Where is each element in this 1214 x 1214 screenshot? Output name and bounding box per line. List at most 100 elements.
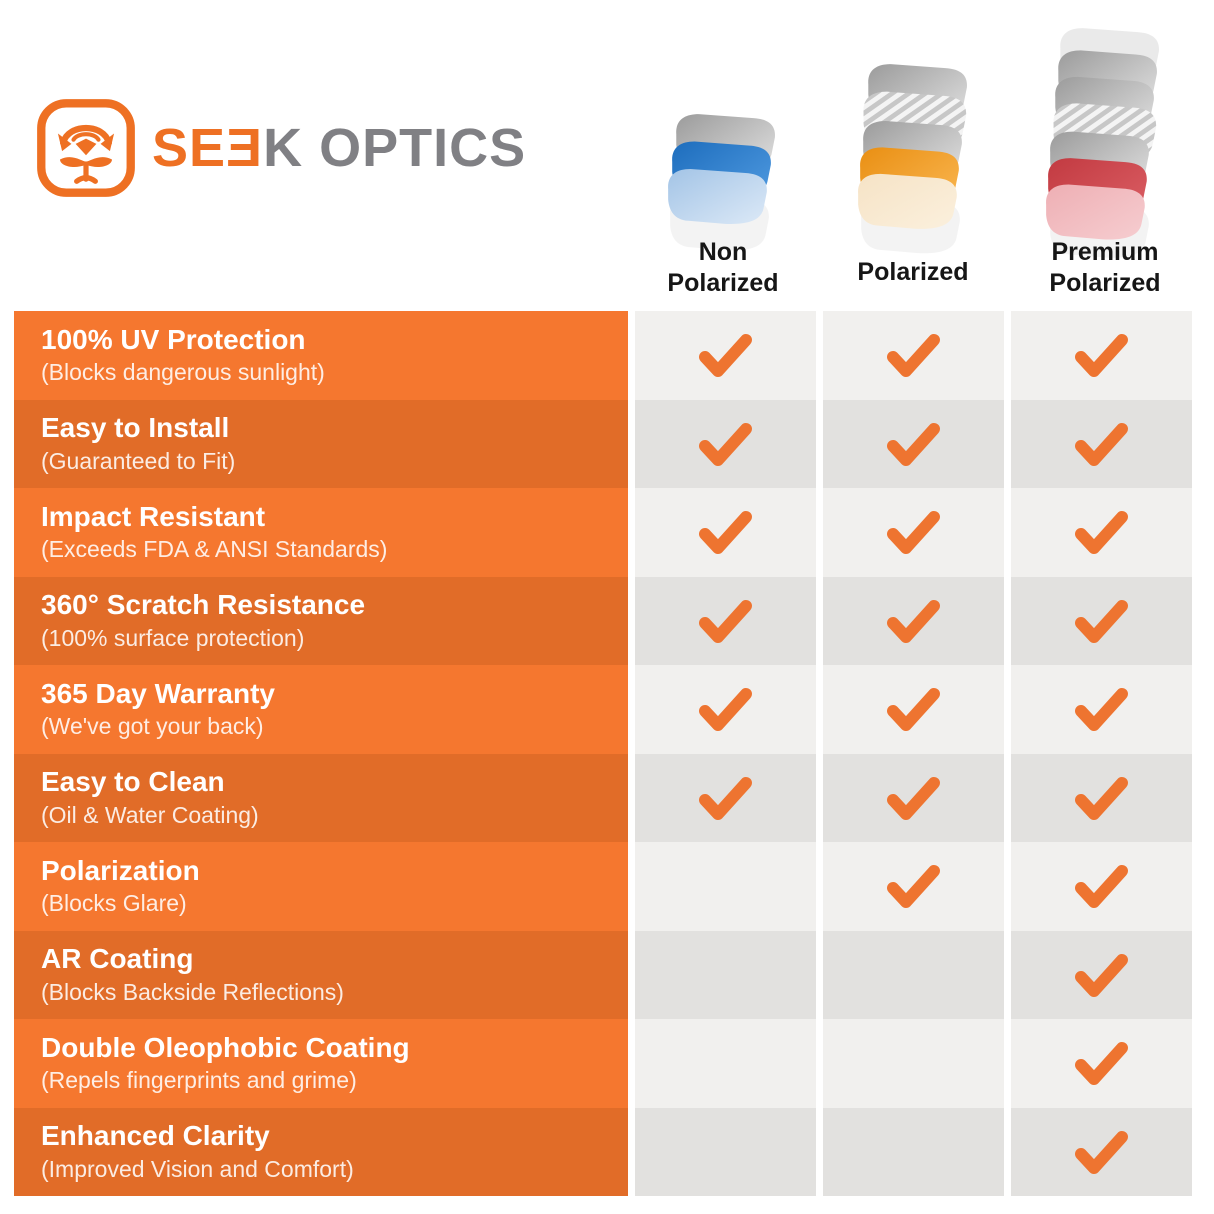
feature-title: 365 Day Warranty (41, 677, 275, 709)
check-cell-premium-polarized (1011, 1019, 1192, 1108)
check-cell-polarized (823, 753, 1004, 842)
feature-title: Easy to Clean (41, 766, 225, 798)
feature-cell: Easy to Clean (Oil & Water Coating) (14, 753, 628, 842)
check-cell-polarized (823, 842, 1004, 931)
check-icon (886, 688, 940, 732)
column-header-line: Polarized (667, 268, 779, 297)
check-cell-premium-polarized (1011, 753, 1192, 842)
check-cell-non-polarized (635, 1107, 816, 1196)
check-cell-premium-polarized (1011, 576, 1192, 665)
check-cell-premium-polarized (1011, 930, 1192, 1019)
check-cell-polarized (823, 1107, 1004, 1196)
check-icon (698, 334, 752, 378)
check-cell-premium-polarized (1011, 488, 1192, 577)
comparison-table: 100% UV Protection (Blocks dangerous sunl… (14, 311, 1200, 1196)
column-header-line: Polarized (1049, 268, 1161, 297)
check-icon (1074, 865, 1128, 909)
check-cell-premium-polarized (1011, 311, 1192, 400)
check-cell-non-polarized (635, 576, 816, 665)
feature-title: Enhanced Clarity (41, 1120, 270, 1152)
column-header-non-polarized: Non Polarized (613, 232, 833, 298)
check-icon (1074, 688, 1128, 732)
check-cell-premium-polarized (1011, 399, 1192, 488)
check-cell-polarized (823, 488, 1004, 577)
check-cell-polarized (823, 311, 1004, 400)
lens-premium-polarized-image (1046, 28, 1159, 258)
check-cell-polarized (823, 399, 1004, 488)
feature-subtitle: (Improved Vision and Comfort) (41, 1155, 354, 1182)
column-header-line: Polarized (857, 257, 969, 286)
check-icon (886, 511, 940, 555)
check-icon (698, 599, 752, 643)
feature-title: Impact Resistant (41, 500, 266, 532)
check-icon (1074, 1130, 1128, 1174)
feature-cell: AR Coating (Blocks Backside Reflections) (14, 930, 628, 1019)
check-icon (698, 688, 752, 732)
check-cell-non-polarized (635, 311, 816, 400)
check-icon (886, 865, 940, 909)
check-cell-non-polarized (635, 930, 816, 1019)
check-icon (886, 422, 940, 466)
brand-wordmark: SEƎK OPTICS (152, 117, 526, 179)
feature-subtitle: (Oil & Water Coating) (41, 801, 259, 828)
check-icon (1074, 599, 1128, 643)
feature-cell: Impact Resistant (Exceeds FDA & ANSI Stan… (14, 488, 628, 577)
check-icon (1074, 1042, 1128, 1086)
check-cell-polarized (823, 665, 1004, 754)
feature-cell: 100% UV Protection (Blocks dangerous sunl… (14, 311, 628, 400)
feature-subtitle: (Repels fingerprints and grime) (41, 1067, 357, 1094)
check-icon (1074, 422, 1128, 466)
check-cell-non-polarized (635, 842, 816, 931)
check-cell-non-polarized (635, 753, 816, 842)
feature-title: AR Coating (41, 943, 194, 975)
check-cell-polarized (823, 576, 1004, 665)
column-header-line: Non (698, 238, 748, 266)
feature-cell: Easy to Install (Guaranteed to Fit) (14, 399, 628, 488)
brand-wordmark-gray: K OPTICS (263, 118, 527, 178)
feature-subtitle: (Exceeds FDA & ANSI Standards) (41, 536, 388, 563)
feature-subtitle: (We've got your back) (41, 713, 264, 740)
check-cell-polarized (823, 1019, 1004, 1108)
feature-subtitle: (Guaranteed to Fit) (41, 447, 236, 474)
check-icon (698, 776, 752, 820)
column-header-premium-polarized: Premium Polarized (995, 232, 1214, 298)
check-icon (886, 599, 940, 643)
check-icon (1074, 776, 1128, 820)
brand-logo: SEƎK OPTICS (34, 96, 526, 200)
check-cell-premium-polarized (1011, 665, 1192, 754)
feature-title: Polarization (41, 854, 200, 886)
feature-subtitle: (Blocks dangerous sunlight) (41, 359, 325, 386)
check-icon (698, 511, 752, 555)
check-cell-polarized (823, 930, 1004, 1019)
check-cell-non-polarized (635, 665, 816, 754)
feature-title: 100% UV Protection (41, 323, 306, 355)
feature-cell: 365 Day Warranty (We've got your back) (14, 665, 628, 754)
check-cell-non-polarized (635, 399, 816, 488)
check-cell-non-polarized (635, 1019, 816, 1108)
check-cell-premium-polarized (1011, 1107, 1192, 1196)
column-header-polarized: Polarized (803, 232, 1023, 298)
check-icon (1074, 953, 1128, 997)
check-icon (698, 422, 752, 466)
column-header-line: Premium (1051, 238, 1159, 266)
brand-wordmark-orange: SEƎ (152, 118, 264, 178)
check-icon (1074, 511, 1128, 555)
check-icon (886, 776, 940, 820)
feature-subtitle: (100% surface protection) (41, 624, 305, 651)
feature-cell: Double Oleophobic Coating (Repels fingerp… (14, 1019, 628, 1108)
check-cell-premium-polarized (1011, 842, 1192, 931)
feature-subtitle: (Blocks Backside Reflections) (41, 978, 344, 1005)
feature-subtitle: (Blocks Glare) (41, 890, 187, 917)
feature-title: 360° Scratch Resistance (41, 589, 366, 621)
check-cell-non-polarized (635, 488, 816, 577)
feature-cell: 360° Scratch Resistance (100% surface pro… (14, 576, 628, 665)
feature-cell: Enhanced Clarity (Improved Vision and Com… (14, 1107, 628, 1196)
feature-title: Double Oleophobic Coating (41, 1031, 410, 1063)
feature-title: Easy to Install (41, 412, 230, 444)
lens-polarized-image (858, 64, 967, 254)
seek-optics-logo-icon (37, 99, 135, 197)
check-icon (1074, 334, 1128, 378)
check-icon (886, 334, 940, 378)
feature-cell: Polarization (Blocks Glare) (14, 842, 628, 931)
